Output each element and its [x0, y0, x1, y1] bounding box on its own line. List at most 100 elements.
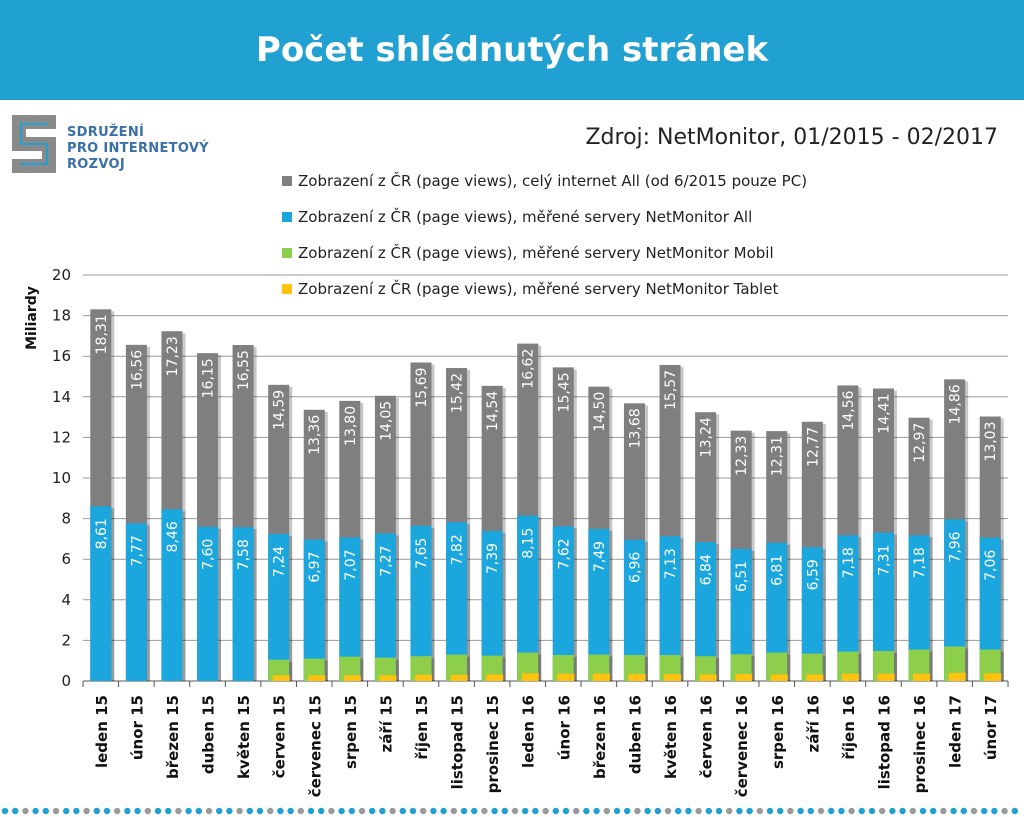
footer-dot [889, 807, 896, 815]
footer-dot [32, 807, 39, 815]
data-label-all: 14,56 [841, 390, 857, 430]
footer-dot [175, 807, 182, 815]
bar-netmonitor-all [303, 539, 325, 681]
footer-dot [695, 807, 702, 815]
footer-dot [195, 807, 202, 815]
data-label-all: 13,36 [307, 415, 323, 455]
footer-dot [960, 807, 967, 815]
footer-dot [267, 807, 274, 815]
footer-dot [664, 807, 672, 815]
y-tick-label: 12 [52, 428, 71, 446]
footer-dot [256, 807, 264, 815]
bar-mobil [446, 654, 468, 681]
footer-dot [73, 807, 80, 815]
footer-dot [511, 807, 519, 815]
footer-dot [409, 807, 417, 815]
footer-dot [644, 807, 651, 815]
data-label-netmonitor-all: 7,62 [556, 538, 572, 569]
footer-dot [22, 807, 29, 815]
y-tick-label: 10 [52, 469, 71, 487]
data-label-all: 15,69 [414, 367, 430, 407]
footer-dot [909, 807, 916, 815]
x-tick-label: únor 17 [982, 695, 1000, 760]
footer-dot [573, 807, 580, 815]
x-tick-label: říjen 16 [840, 695, 858, 760]
footer-dot [42, 807, 49, 815]
footer-dot [624, 807, 631, 815]
y-tick-label: 18 [52, 307, 71, 325]
data-label-netmonitor-all: 7,13 [663, 548, 679, 579]
footer-dot [297, 807, 304, 815]
footer-dot [236, 807, 243, 815]
bar-mobil [410, 656, 432, 681]
x-tick-label: prosinec 15 [484, 695, 502, 793]
data-label-netmonitor-all: 7,27 [378, 545, 394, 576]
footer-dot [379, 807, 386, 815]
footer-dot [144, 807, 151, 815]
x-tick-label: březen 16 [591, 695, 609, 779]
data-label-all: 14,86 [948, 384, 964, 424]
footer-dot [205, 807, 213, 815]
footer-dot [828, 807, 835, 815]
footer-dot [226, 807, 233, 815]
x-tick-label: srpen 15 [342, 695, 360, 769]
bar-tablet [343, 675, 361, 681]
footer-dot [491, 807, 498, 815]
footer-dot [552, 807, 559, 815]
footer-dot [858, 807, 865, 815]
footer-dot [277, 807, 284, 815]
bar-netmonitor-all [979, 537, 1001, 681]
data-label-all: 13,80 [343, 406, 359, 446]
footer-dot [930, 807, 937, 815]
footer-dot [981, 807, 988, 815]
data-label-all: 15,42 [450, 373, 466, 413]
data-label-all: 16,15 [201, 358, 217, 398]
bar-netmonitor-all [801, 547, 823, 681]
bar-netmonitor-all [659, 536, 681, 681]
x-tick-label: květen 16 [662, 695, 680, 779]
bar-netmonitor-all [908, 535, 930, 681]
footer-dot [583, 807, 590, 815]
footer-dot [879, 807, 886, 815]
header-banner: Počet shlédnutých stránek [0, 0, 1024, 100]
data-label-netmonitor-all: 6,84 [699, 554, 715, 585]
footer-dot [787, 807, 794, 815]
chart-source: Zdroj: NetMonitor, 01/2015 - 02/2017 [585, 125, 998, 150]
bar-tablet [877, 673, 895, 681]
data-label-netmonitor-all: 7,31 [876, 545, 892, 576]
bar-tablet [664, 674, 682, 681]
footer-dot [756, 807, 763, 815]
bar-netmonitor-all [197, 526, 219, 681]
bar-tablet [806, 674, 824, 681]
x-tick-label: leden 15 [93, 695, 111, 768]
footer-dot [777, 807, 784, 815]
footer-dot [93, 807, 101, 815]
footer-dot [797, 807, 804, 815]
footer-dot [216, 807, 223, 815]
data-label-netmonitor-all: 6,81 [770, 555, 786, 586]
bar-tablet [557, 673, 575, 681]
x-tick-label: červenec 16 [733, 695, 751, 797]
y-tick-label: 16 [52, 347, 71, 365]
footer-dot [705, 807, 712, 815]
footer-dot [369, 807, 376, 815]
bar-netmonitor-all [944, 519, 966, 681]
data-label-netmonitor-all: 7,49 [592, 541, 608, 572]
x-tick-label: září 15 [377, 695, 395, 753]
data-label-all: 13,68 [627, 408, 643, 448]
x-tick-label: únor 16 [555, 695, 573, 760]
data-label-all: 13,24 [699, 417, 715, 457]
data-label-netmonitor-all: 7,77 [129, 535, 145, 566]
bar-netmonitor-all [766, 542, 788, 681]
data-label-netmonitor-all: 7,18 [912, 547, 928, 578]
logo-text-line-3: ROZVOJ [67, 157, 126, 172]
bar-netmonitor-all [374, 533, 396, 681]
data-label-all: 12,33 [734, 436, 750, 476]
bar-netmonitor-all [446, 522, 468, 681]
bar-mobil [374, 657, 396, 681]
bar-mobil [979, 649, 1001, 681]
footer-dot [501, 807, 508, 815]
bar-netmonitor-all [730, 548, 752, 681]
data-label-all: 12,97 [912, 423, 928, 463]
bar-tablet [913, 673, 931, 681]
